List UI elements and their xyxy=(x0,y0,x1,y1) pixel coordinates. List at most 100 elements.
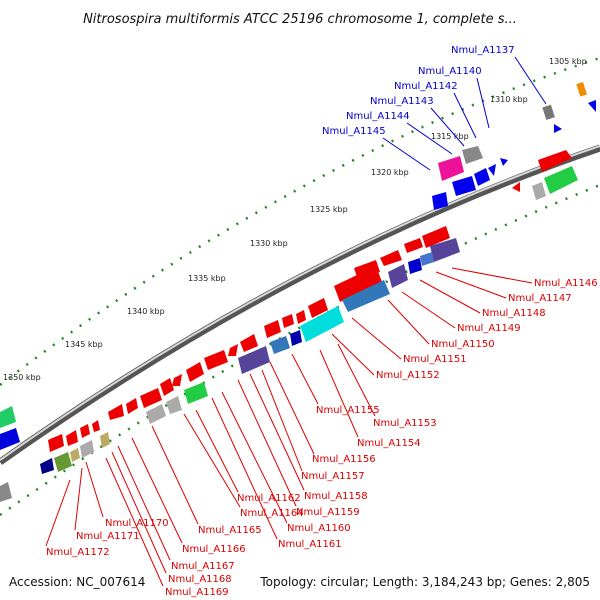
gene-feature[interactable] xyxy=(160,378,174,396)
gene-feature[interactable] xyxy=(100,432,110,448)
gene-feature[interactable] xyxy=(432,192,448,210)
gene-feature[interactable] xyxy=(588,100,596,112)
gene-feature[interactable] xyxy=(462,146,483,164)
gene-feature[interactable] xyxy=(430,238,460,262)
gene-feature[interactable] xyxy=(532,182,546,200)
gene-feature[interactable] xyxy=(270,336,290,354)
forward-strand-features xyxy=(0,82,596,452)
gene-label[interactable]: Nmul_A1158 xyxy=(304,491,368,502)
gene-label[interactable]: Nmul_A1143 xyxy=(370,96,434,107)
gene-label[interactable]: Nmul_A1156 xyxy=(312,454,376,465)
gene-feature[interactable] xyxy=(166,396,182,414)
gene-feature[interactable] xyxy=(296,310,306,324)
gene-feature[interactable] xyxy=(282,314,294,328)
gene-feature[interactable] xyxy=(240,334,258,352)
gene-label[interactable]: Nmul_A1137 xyxy=(451,45,515,56)
gene-feature[interactable] xyxy=(544,166,578,194)
gene-feature[interactable] xyxy=(0,428,20,450)
gene-feature[interactable] xyxy=(48,434,64,452)
gene-label[interactable]: Nmul_A1155 xyxy=(316,405,380,416)
gene-feature[interactable] xyxy=(146,404,166,424)
scale-label: 1305 kbp xyxy=(549,57,587,66)
gene-feature[interactable] xyxy=(420,252,434,266)
gene-feature[interactable] xyxy=(404,238,423,253)
leader-line xyxy=(261,369,303,472)
gene-feature[interactable] xyxy=(554,124,562,133)
leader-line xyxy=(387,299,430,345)
gene-label[interactable]: Nmul_A1152 xyxy=(376,370,440,381)
gene-label[interactable]: Nmul_A1161 xyxy=(278,539,342,550)
gene-label[interactable]: Nmul_A1157 xyxy=(301,471,365,482)
gene-label[interactable]: Nmul_A1172 xyxy=(46,547,110,558)
gene-feature[interactable] xyxy=(0,482,12,502)
gene-feature[interactable] xyxy=(108,404,124,420)
gene-label[interactable]: Nmul_A1140 xyxy=(418,66,482,77)
gene-label[interactable]: Nmul_A1149 xyxy=(457,323,521,334)
gene-label[interactable]: Nmul_A1142 xyxy=(394,81,458,92)
gene-feature[interactable] xyxy=(488,164,496,176)
scale-label: 1325 kbp xyxy=(310,205,348,214)
gene-label[interactable]: Nmul_A1154 xyxy=(357,438,421,449)
gene-feature[interactable] xyxy=(126,398,138,414)
gene-feature[interactable] xyxy=(66,430,78,446)
gene-feature[interactable] xyxy=(500,158,508,166)
gene-feature[interactable] xyxy=(438,156,464,181)
gene-feature[interactable] xyxy=(334,266,382,302)
gene-feature[interactable] xyxy=(172,374,182,386)
gene-feature[interactable] xyxy=(512,182,520,192)
gene-feature[interactable] xyxy=(186,362,204,382)
gene-label[interactable]: Nmul_A1153 xyxy=(373,418,437,429)
leader-line xyxy=(419,279,481,314)
gene-feature[interactable] xyxy=(474,168,490,186)
gene-label[interactable]: Nmul_A1159 xyxy=(296,507,360,518)
gene-label[interactable]: Nmul_A1167 xyxy=(171,561,235,572)
leader-line xyxy=(337,343,376,417)
gene-feature[interactable] xyxy=(80,424,90,438)
gene-label[interactable]: Nmul_A1150 xyxy=(431,339,495,350)
gene-label[interactable]: Nmul_A1166 xyxy=(182,544,246,555)
gene-feature[interactable] xyxy=(80,440,94,458)
scale-label: 1345 kbp xyxy=(65,340,103,349)
gene-feature[interactable] xyxy=(300,306,344,342)
gene-feature[interactable] xyxy=(452,176,476,196)
gene-feature[interactable] xyxy=(140,388,162,408)
gene-feature[interactable] xyxy=(228,344,238,356)
gene-label[interactable]: Nmul_A1171 xyxy=(76,531,140,542)
leader-line xyxy=(195,409,239,493)
chromosome-backbone xyxy=(0,144,600,465)
gene-feature[interactable] xyxy=(380,250,402,266)
gene-label[interactable]: Nmul_A1146 xyxy=(534,278,598,289)
gene-label[interactable]: Nmul_A1151 xyxy=(403,354,467,365)
gene-feature[interactable] xyxy=(264,320,281,338)
gene-label[interactable]: Nmul_A1162 xyxy=(237,493,301,504)
gene-feature[interactable] xyxy=(576,82,587,97)
gene-feature[interactable] xyxy=(388,264,408,288)
gene-feature[interactable] xyxy=(308,298,328,318)
gene-label[interactable]: Nmul_A1168 xyxy=(168,574,232,585)
gene-feature[interactable] xyxy=(0,406,16,428)
gene-feature[interactable] xyxy=(54,452,72,472)
gene-feature[interactable] xyxy=(70,448,80,462)
gene-feature[interactable] xyxy=(290,330,302,346)
gene-feature[interactable] xyxy=(92,420,100,432)
scale-label: 1350 kbp xyxy=(3,373,41,382)
gene-label[interactable]: Nmul_A1169 xyxy=(165,587,229,598)
gene-label[interactable]: Nmul_A1148 xyxy=(482,308,546,319)
gene-feature[interactable] xyxy=(408,258,422,274)
gene-label[interactable]: Nmul_A1170 xyxy=(105,518,169,529)
gene-feature[interactable] xyxy=(422,226,450,248)
gene-feature[interactable] xyxy=(40,458,54,474)
gene-label[interactable]: Nmul_A1145 xyxy=(322,126,386,137)
gene-feature[interactable] xyxy=(342,280,390,312)
gene-feature[interactable] xyxy=(184,382,208,404)
gene-label[interactable]: Nmul_A1164 xyxy=(240,508,304,519)
gene-label[interactable]: Nmul_A1160 xyxy=(287,523,351,534)
gene-label[interactable]: Nmul_A1147 xyxy=(508,293,572,304)
gene-feature[interactable] xyxy=(238,346,270,374)
gene-label[interactable]: Nmul_A1165 xyxy=(198,525,262,536)
gene-feature[interactable] xyxy=(204,350,228,370)
gene-feature[interactable] xyxy=(542,104,555,120)
highlighted-gene-labels: Nmul_A1137 Nmul_A1140 Nmul_A1142 Nmul_A1… xyxy=(322,45,515,137)
gene-feature[interactable] xyxy=(538,150,572,172)
gene-label[interactable]: Nmul_A1144 xyxy=(346,111,410,122)
